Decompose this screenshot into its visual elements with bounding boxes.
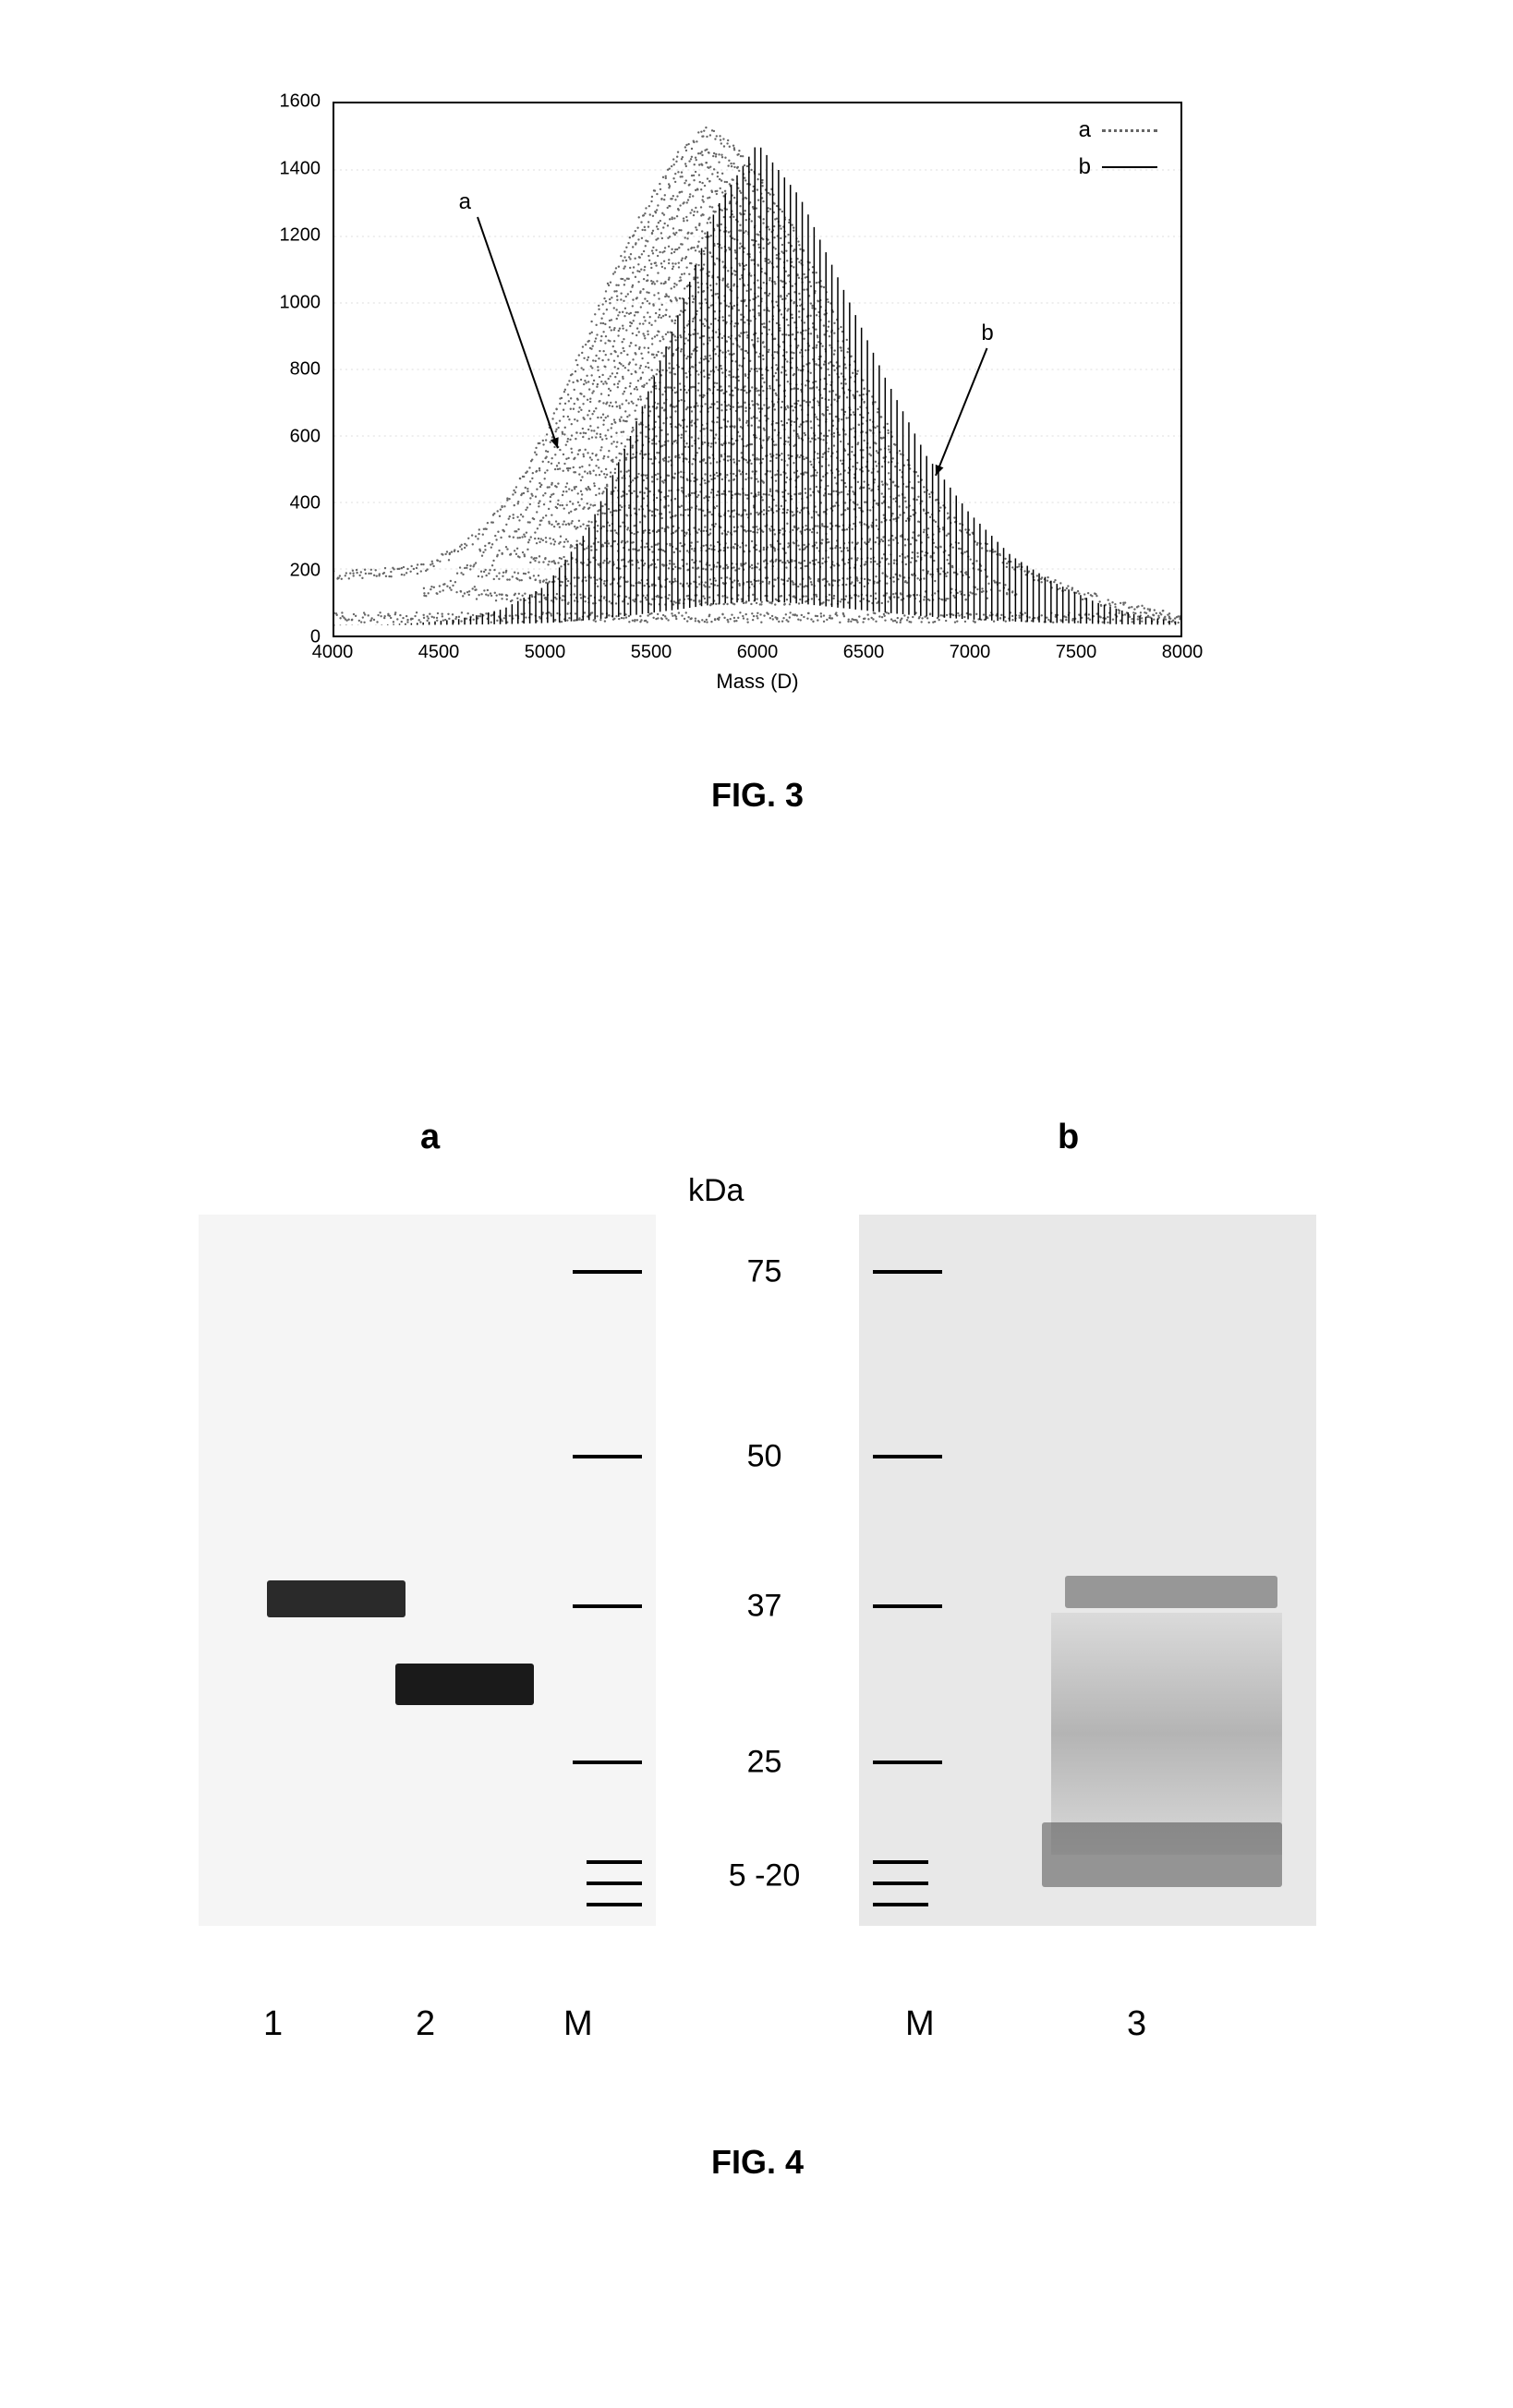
protein-band: [395, 1664, 534, 1705]
legend-item-a: a: [1079, 117, 1157, 143]
x-tick-label: 5500: [631, 642, 672, 663]
y-tick-label: 1400: [280, 158, 321, 179]
x-tick-label: 4000: [312, 642, 354, 663]
protein-band: [1065, 1576, 1277, 1608]
marker-band: [573, 1761, 642, 1764]
molecular-weight-markers: 75 50 37 25 5 -20: [684, 1215, 845, 1926]
x-tick-label: 7000: [950, 642, 991, 663]
figure-4: a b kDa 75 50 37 25 5 -20 1 2 M M 3 FIG. 4: [166, 1118, 1349, 2182]
lane-label: 2: [416, 2004, 435, 2044]
y-tick-label: 800: [290, 359, 321, 381]
marker-band: [587, 1860, 642, 1864]
arrow-a-icon: [468, 208, 567, 457]
x-axis: 400045005000550060006500700075008000: [333, 642, 1182, 670]
gel-panel-a: [199, 1215, 656, 1926]
gel-panel-b: [859, 1215, 1316, 1926]
mass-spectrum-chart: 02004006008001000120014001600 a b a: [259, 92, 1201, 684]
marker-band: [873, 1903, 928, 1906]
protein-smear: [1051, 1613, 1282, 1855]
figure-3-caption: FIG. 3: [259, 776, 1256, 815]
x-tick-label: 6500: [843, 642, 885, 663]
legend-label-b: b: [1079, 154, 1091, 180]
marker-weight-label: 5 -20: [684, 1858, 845, 1894]
marker-band: [573, 1455, 642, 1458]
chart-canvas: [334, 103, 1180, 635]
chart-legend: a b: [1079, 117, 1157, 191]
panel-labels-row: a b: [166, 1118, 1349, 1173]
y-tick-label: 400: [290, 493, 321, 514]
marker-weight-label: 75: [684, 1253, 845, 1289]
figure-4-caption: FIG. 4: [166, 2143, 1349, 2182]
x-tick-label: 8000: [1162, 642, 1204, 663]
marker-band: [587, 1882, 642, 1885]
panel-b-label: b: [1058, 1118, 1079, 1157]
panel-a-label: a: [420, 1118, 440, 1157]
marker-weight-label: 37: [684, 1588, 845, 1624]
x-tick-label: 4500: [418, 642, 460, 663]
protein-band: [1042, 1822, 1282, 1887]
legend-label-a: a: [1079, 117, 1091, 143]
marker-band: [573, 1604, 642, 1608]
lane-label: 1: [263, 2004, 283, 2044]
legend-swatch-solid: [1102, 166, 1157, 168]
marker-band: [873, 1860, 928, 1864]
marker-band: [573, 1270, 642, 1274]
legend-swatch-dotted: [1102, 129, 1157, 132]
lane-label: 3: [1127, 2004, 1146, 2044]
marker-band: [587, 1903, 642, 1906]
marker-band: [873, 1882, 928, 1885]
lane-labels-row: 1 2 M M 3: [166, 2004, 1349, 2060]
lane-label: M: [563, 2004, 593, 2044]
protein-band: [267, 1580, 405, 1617]
y-tick-label: 600: [290, 426, 321, 447]
marker-band: [873, 1761, 942, 1764]
legend-item-b: b: [1079, 154, 1157, 180]
y-tick-label: 1600: [280, 91, 321, 113]
marker-weight-label: 25: [684, 1744, 845, 1780]
y-tick-label: 200: [290, 560, 321, 581]
marker-band: [873, 1455, 942, 1458]
gel-panels-container: kDa 755037255 -20: [166, 1182, 1349, 1958]
figure-3: 02004006008001000120014001600 a b a: [259, 92, 1256, 815]
x-axis-label: Mass (D): [333, 670, 1182, 694]
marker-weight-label: 50: [684, 1438, 845, 1474]
y-tick-label: 1200: [280, 225, 321, 247]
arrow-b-icon: [926, 339, 997, 485]
y-tick-label: 1000: [280, 292, 321, 313]
marker-band: [873, 1604, 942, 1608]
x-tick-label: 6000: [737, 642, 779, 663]
x-tick-label: 7500: [1056, 642, 1097, 663]
y-axis: 02004006008001000120014001600: [259, 92, 328, 637]
marker-band: [873, 1270, 942, 1274]
chart-plot-area: a b a b: [333, 102, 1182, 637]
kda-unit-label: kDa: [688, 1173, 744, 1209]
x-tick-label: 5000: [525, 642, 566, 663]
lane-label: M: [905, 2004, 935, 2044]
